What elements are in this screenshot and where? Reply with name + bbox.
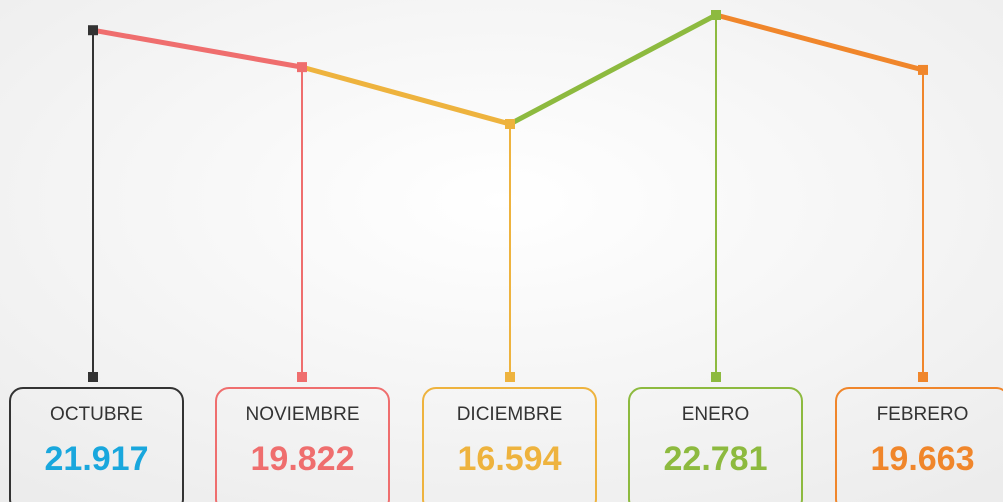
- line-segment: [92, 27, 303, 70]
- value-label: 16.594: [458, 440, 562, 478]
- point: [505, 119, 515, 129]
- point: [88, 25, 98, 36]
- value-label: 19.663: [871, 440, 975, 478]
- box: [422, 387, 597, 502]
- point: [711, 10, 721, 20]
- drop-end: [918, 372, 928, 382]
- drop-end: [88, 372, 98, 382]
- drop-end: [297, 372, 307, 382]
- value-label: 21.917: [45, 440, 149, 478]
- line-segment: [301, 64, 511, 127]
- box: [628, 387, 803, 502]
- drop-end: [711, 372, 721, 382]
- category-label: ENERO: [682, 404, 750, 425]
- line-segment: [715, 12, 924, 73]
- drop-end: [505, 372, 515, 382]
- box: [215, 387, 390, 502]
- category-label: OCTUBRE: [50, 404, 143, 425]
- category-label: NOVIEMBRE: [245, 404, 359, 425]
- category-label: FEBRERO: [877, 404, 969, 425]
- box: [9, 387, 184, 502]
- value-label: 22.781: [664, 440, 768, 478]
- box: [835, 387, 1003, 502]
- value-label: 19.822: [251, 440, 355, 478]
- line-segment: [508, 12, 718, 127]
- point: [297, 62, 307, 73]
- point: [918, 64, 928, 75]
- category-label: DICIEMBRE: [457, 404, 563, 425]
